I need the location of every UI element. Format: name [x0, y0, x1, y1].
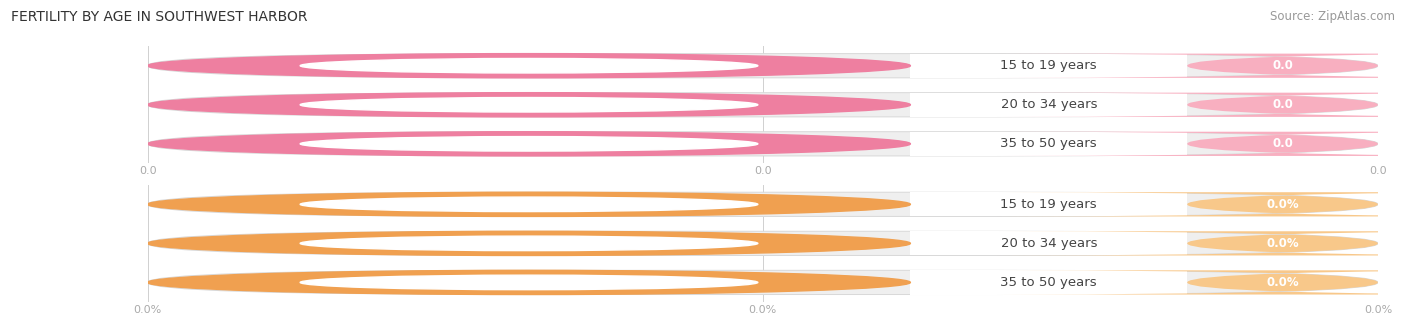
FancyBboxPatch shape	[911, 93, 1187, 117]
FancyBboxPatch shape	[997, 53, 1406, 78]
Circle shape	[148, 231, 911, 255]
Circle shape	[148, 93, 911, 117]
FancyBboxPatch shape	[148, 231, 1378, 255]
Text: 0.0: 0.0	[1272, 59, 1294, 72]
FancyBboxPatch shape	[911, 270, 1187, 295]
Circle shape	[299, 97, 758, 112]
Text: 20 to 34 years: 20 to 34 years	[1001, 98, 1097, 111]
FancyBboxPatch shape	[148, 53, 1378, 78]
Circle shape	[148, 53, 911, 78]
Text: 0.0: 0.0	[1272, 137, 1294, 150]
Circle shape	[299, 197, 758, 212]
FancyBboxPatch shape	[911, 53, 1187, 78]
FancyBboxPatch shape	[148, 270, 1378, 295]
FancyBboxPatch shape	[911, 192, 1187, 216]
Circle shape	[299, 236, 758, 251]
Circle shape	[299, 58, 758, 73]
Text: 20 to 34 years: 20 to 34 years	[1001, 237, 1097, 250]
Circle shape	[148, 132, 911, 156]
FancyBboxPatch shape	[997, 93, 1406, 117]
Text: 15 to 19 years: 15 to 19 years	[1001, 59, 1097, 72]
FancyBboxPatch shape	[911, 132, 1187, 156]
FancyBboxPatch shape	[997, 270, 1406, 295]
FancyBboxPatch shape	[911, 231, 1187, 255]
Text: 0.0%: 0.0%	[1267, 198, 1299, 211]
FancyBboxPatch shape	[148, 132, 1378, 156]
Text: Source: ZipAtlas.com: Source: ZipAtlas.com	[1270, 10, 1395, 23]
Text: 0.0%: 0.0%	[1267, 276, 1299, 289]
Text: 35 to 50 years: 35 to 50 years	[1001, 137, 1097, 150]
Text: 35 to 50 years: 35 to 50 years	[1001, 276, 1097, 289]
Text: FERTILITY BY AGE IN SOUTHWEST HARBOR: FERTILITY BY AGE IN SOUTHWEST HARBOR	[11, 10, 308, 24]
Text: 0.0: 0.0	[1272, 98, 1294, 111]
Circle shape	[148, 270, 911, 295]
Circle shape	[299, 275, 758, 290]
FancyBboxPatch shape	[997, 192, 1406, 216]
Circle shape	[299, 137, 758, 151]
FancyBboxPatch shape	[148, 192, 1378, 216]
Circle shape	[148, 192, 911, 216]
Text: 15 to 19 years: 15 to 19 years	[1001, 198, 1097, 211]
Text: 0.0%: 0.0%	[1267, 237, 1299, 250]
FancyBboxPatch shape	[997, 132, 1406, 156]
FancyBboxPatch shape	[997, 231, 1406, 255]
FancyBboxPatch shape	[148, 93, 1378, 117]
